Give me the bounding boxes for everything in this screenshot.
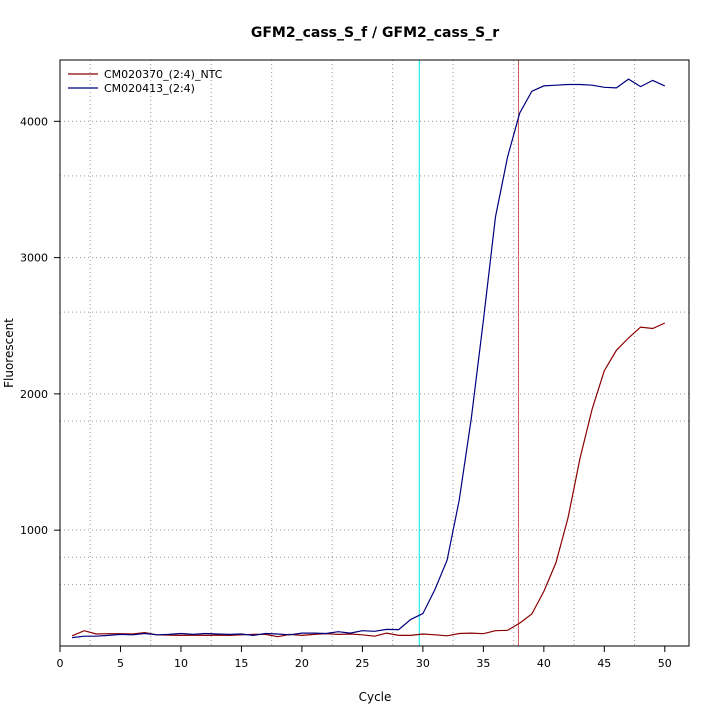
grid-lines bbox=[60, 60, 689, 646]
series-line bbox=[72, 78, 666, 639]
x-tick-label: 40 bbox=[537, 657, 551, 670]
x-tick-label: 30 bbox=[416, 657, 430, 670]
y-tick-label: 2000 bbox=[20, 388, 48, 401]
x-axis-title: Cycle bbox=[359, 690, 392, 704]
x-tick-label: 20 bbox=[295, 657, 309, 670]
x-tick-label: 10 bbox=[174, 657, 188, 670]
x-tick-label: 35 bbox=[476, 657, 490, 670]
x-axis: 0 5 10 15 20 25 30 35 40 45 50 bbox=[57, 645, 672, 670]
x-tick-label: 25 bbox=[355, 657, 369, 670]
x-tick-label: 5 bbox=[117, 657, 124, 670]
y-tick-label: 4000 bbox=[20, 115, 48, 128]
series-lines bbox=[71, 78, 666, 639]
y-axis: 1000 2000 3000 4000 bbox=[20, 115, 60, 537]
x-tick-label: 45 bbox=[597, 657, 611, 670]
legend-label: CM020370_(2:4)_NTC bbox=[104, 68, 223, 81]
chart-title: GFM2_cass_S_f / GFM2_cass_S_r bbox=[251, 25, 499, 41]
y-tick-label: 3000 bbox=[20, 252, 48, 265]
x-tick-label: 15 bbox=[234, 657, 248, 670]
x-tick-label: 50 bbox=[658, 657, 672, 670]
series-line bbox=[71, 322, 666, 638]
legend-label: CM020413_(2:4) bbox=[104, 82, 195, 95]
x-tick-label: 0 bbox=[57, 657, 64, 670]
threshold-lines bbox=[418, 60, 519, 646]
y-axis-title: Fluorescent bbox=[2, 318, 16, 388]
plot-frame bbox=[59, 59, 690, 647]
y-tick-label: 1000 bbox=[20, 524, 48, 537]
